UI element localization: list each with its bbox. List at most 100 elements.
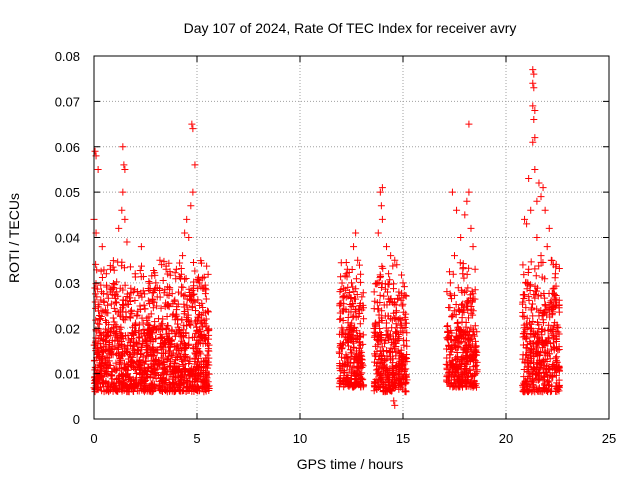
data-point (399, 300, 407, 308)
data-point (336, 315, 344, 323)
data-point (355, 338, 363, 346)
data-point (119, 143, 127, 151)
data-point (463, 197, 471, 205)
data-point (400, 283, 408, 291)
data-point (458, 333, 466, 341)
data-point (462, 287, 470, 295)
data-point (458, 373, 466, 381)
data-point (449, 270, 457, 278)
data-point (370, 288, 378, 296)
data-point (471, 371, 479, 379)
data-point (141, 335, 149, 343)
data-point (383, 319, 391, 327)
data-point (553, 385, 561, 393)
data-point (160, 349, 168, 357)
data-point (451, 252, 458, 260)
data-point (194, 276, 202, 284)
data-point (547, 256, 555, 264)
data-point (152, 279, 160, 287)
data-point (472, 351, 480, 359)
data-point (136, 266, 144, 274)
data-point (202, 315, 210, 323)
data-point (357, 362, 365, 370)
data-point (383, 243, 391, 251)
data-point (118, 372, 126, 380)
data-point (107, 300, 115, 308)
data-point (125, 300, 133, 308)
data-point (180, 339, 188, 347)
data-point (456, 339, 464, 347)
data-point (337, 315, 345, 323)
data-point (336, 300, 344, 308)
data-point (129, 387, 137, 395)
data-point (446, 304, 454, 312)
data-point (445, 342, 453, 350)
data-point (151, 383, 159, 391)
data-point (191, 319, 199, 327)
data-point (125, 336, 133, 344)
data-point (519, 261, 527, 269)
data-point (531, 165, 539, 173)
data-point (190, 282, 198, 290)
data-point (171, 269, 179, 277)
data-point (94, 165, 102, 173)
data-point (201, 336, 209, 344)
data-point (107, 348, 115, 356)
data-point (177, 270, 185, 278)
data-point (552, 356, 560, 364)
data-point (445, 268, 453, 276)
data-point (140, 326, 148, 334)
data-point (164, 302, 172, 310)
data-point (118, 382, 126, 390)
data-point (371, 280, 379, 288)
data-point (468, 373, 476, 381)
data-point (110, 266, 118, 274)
data-point (528, 377, 536, 385)
data-point (174, 315, 182, 323)
data-point (118, 338, 126, 346)
y-tick-label: 0.06 (55, 140, 80, 155)
data-point (131, 297, 139, 305)
data-point (350, 288, 358, 296)
data-point (461, 359, 469, 367)
data-point (523, 285, 531, 293)
data-point (167, 336, 175, 344)
chart-title: Day 107 of 2024, Rate Of TEC Index for r… (184, 20, 517, 36)
data-point (446, 358, 454, 366)
data-point (166, 387, 174, 395)
data-point (162, 381, 170, 389)
data-point (144, 297, 152, 305)
data-point (522, 333, 530, 341)
data-point (114, 334, 122, 342)
data-point (187, 202, 195, 210)
data-point (546, 355, 554, 363)
data-point (373, 362, 381, 370)
data-point (391, 328, 399, 336)
data-point (540, 385, 548, 393)
data-point (102, 270, 110, 278)
data-point (473, 328, 481, 336)
data-point (549, 261, 557, 269)
data-point (372, 319, 380, 327)
data-point (525, 293, 533, 301)
data-point (529, 330, 537, 338)
data-point (152, 335, 160, 343)
data-point (341, 272, 349, 280)
data-point (172, 365, 180, 373)
data-point (339, 339, 347, 347)
data-point (98, 360, 106, 368)
data-point (118, 206, 126, 214)
data-point (351, 295, 359, 303)
data-point (467, 378, 475, 386)
data-point (345, 331, 353, 339)
data-point (454, 323, 462, 331)
data-point (126, 359, 134, 367)
data-point (205, 326, 213, 334)
data-point (107, 372, 115, 380)
data-point (473, 366, 481, 374)
data-point (153, 293, 161, 301)
data-point (374, 229, 382, 237)
data-point (181, 275, 189, 283)
data-point (155, 315, 163, 323)
data-point (178, 283, 186, 291)
